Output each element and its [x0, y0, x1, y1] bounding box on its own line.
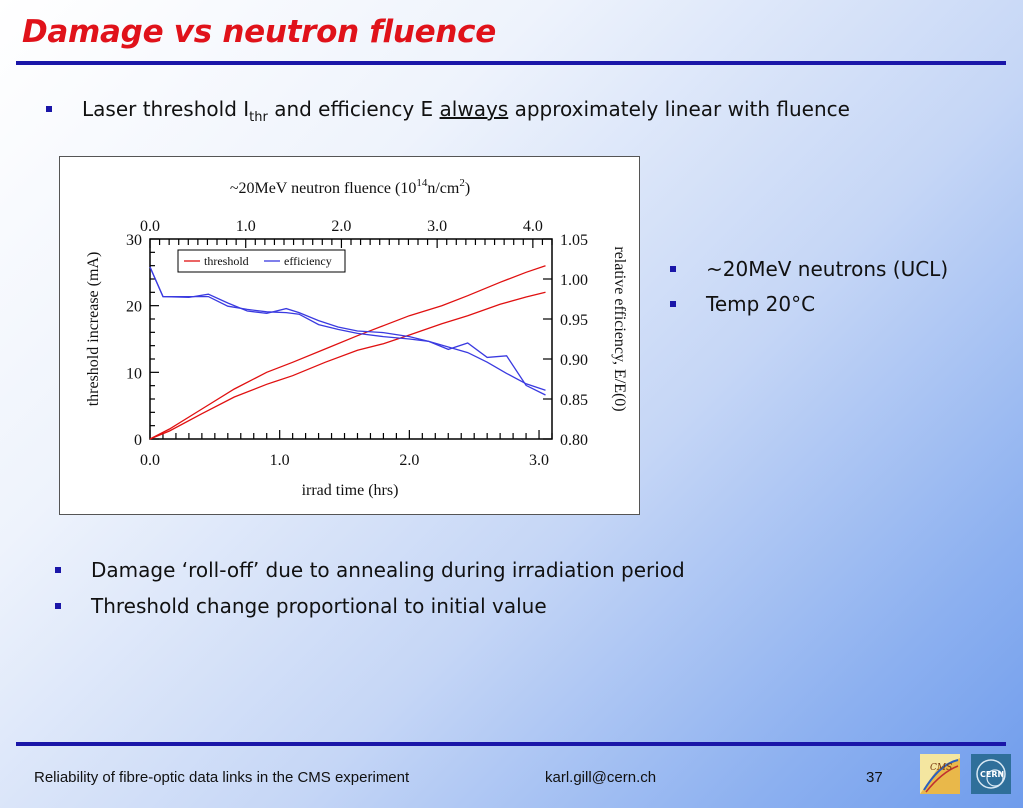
bullet-square-icon [670, 266, 676, 272]
footer-email: karl.gill@cern.ch [545, 769, 657, 786]
legend-label-efficiency: efficiency [284, 254, 332, 268]
y-axis-right-title: relative efficiency, E/E(0) [611, 246, 628, 411]
svg-text:CERN: CERN [980, 770, 1004, 779]
y-right-tick-label: 1.00 [560, 272, 588, 289]
chart-figure: ~20MeV neutron fluence (1014n/cm2) irrad… [59, 156, 640, 515]
bullet-text-mid: and efficiency E [267, 97, 440, 121]
bullet-square-icon [55, 603, 61, 609]
x-tick-label: 0.0 [140, 452, 160, 469]
top-tick-label: 3.0 [427, 218, 447, 235]
y-left-tick-label: 0 [134, 432, 142, 449]
x-tick-label: 3.0 [529, 452, 549, 469]
bullet-text-underlined: always [439, 97, 509, 121]
bullet-square-icon [55, 567, 61, 573]
y-left-tick-label: 20 [126, 299, 142, 316]
bullet-text: Threshold change proportional to initial… [91, 594, 547, 618]
x-tick-label: 1.0 [270, 452, 290, 469]
title-rule [16, 61, 1006, 65]
series-line-efficiency [149, 266, 546, 391]
bullet-square-icon [46, 106, 52, 112]
y-right-tick-label: 0.90 [560, 352, 588, 369]
y-axis-left-title: threshold increase (mA) [85, 252, 102, 407]
bullet-text: ~20MeV neutrons (UCL) [706, 257, 949, 281]
bullet-square-icon [670, 301, 676, 307]
top-tick-label: 0.0 [140, 218, 160, 235]
y-right-tick-label: 0.95 [560, 312, 588, 329]
footer-rule [16, 742, 1006, 746]
cern-logo-icon: CERN [971, 754, 1011, 794]
series-line-efficiency [149, 266, 546, 396]
y-right-tick-label: 0.80 [560, 432, 588, 449]
y-right-tick-label: 1.05 [560, 232, 588, 249]
top-axis-title: ~20MeV neutron fluence (1014n/cm2) [230, 177, 470, 197]
bullet-text-post: approximately linear with fluence [508, 97, 850, 121]
top-tick-label: 1.0 [236, 218, 256, 235]
svg-text:CMS: CMS [930, 763, 952, 773]
x-axis-title: irrad time (hrs) [302, 482, 399, 499]
bullet-text-pre: Laser threshold I [82, 97, 250, 121]
y-left-tick-label: 30 [126, 232, 142, 249]
x-tick-label: 2.0 [399, 452, 419, 469]
series-line-threshold [149, 265, 546, 440]
legend-label-threshold: threshold [204, 254, 249, 268]
y-left-tick-label: 10 [126, 365, 142, 382]
slide-title: Damage vs neutron fluence [22, 14, 496, 50]
legend-box [177, 249, 346, 273]
top-tick-label: 4.0 [523, 218, 543, 235]
series-line-threshold [149, 291, 546, 440]
page-number: 37 [866, 769, 883, 786]
bullet-text: Damage ‘roll-off’ due to annealing durin… [91, 558, 685, 582]
bullet-text: Temp 20°C [706, 292, 816, 316]
chart-svg: ~20MeV neutron fluence (1014n/cm2) irrad… [85, 177, 628, 499]
cms-logo-icon: CMS [920, 754, 960, 794]
bullet-text-subscript: thr [249, 110, 268, 125]
top-tick-label: 2.0 [331, 218, 351, 235]
y-right-tick-label: 0.85 [560, 392, 588, 409]
footer-title: Reliability of fibre-optic data links in… [34, 769, 410, 786]
